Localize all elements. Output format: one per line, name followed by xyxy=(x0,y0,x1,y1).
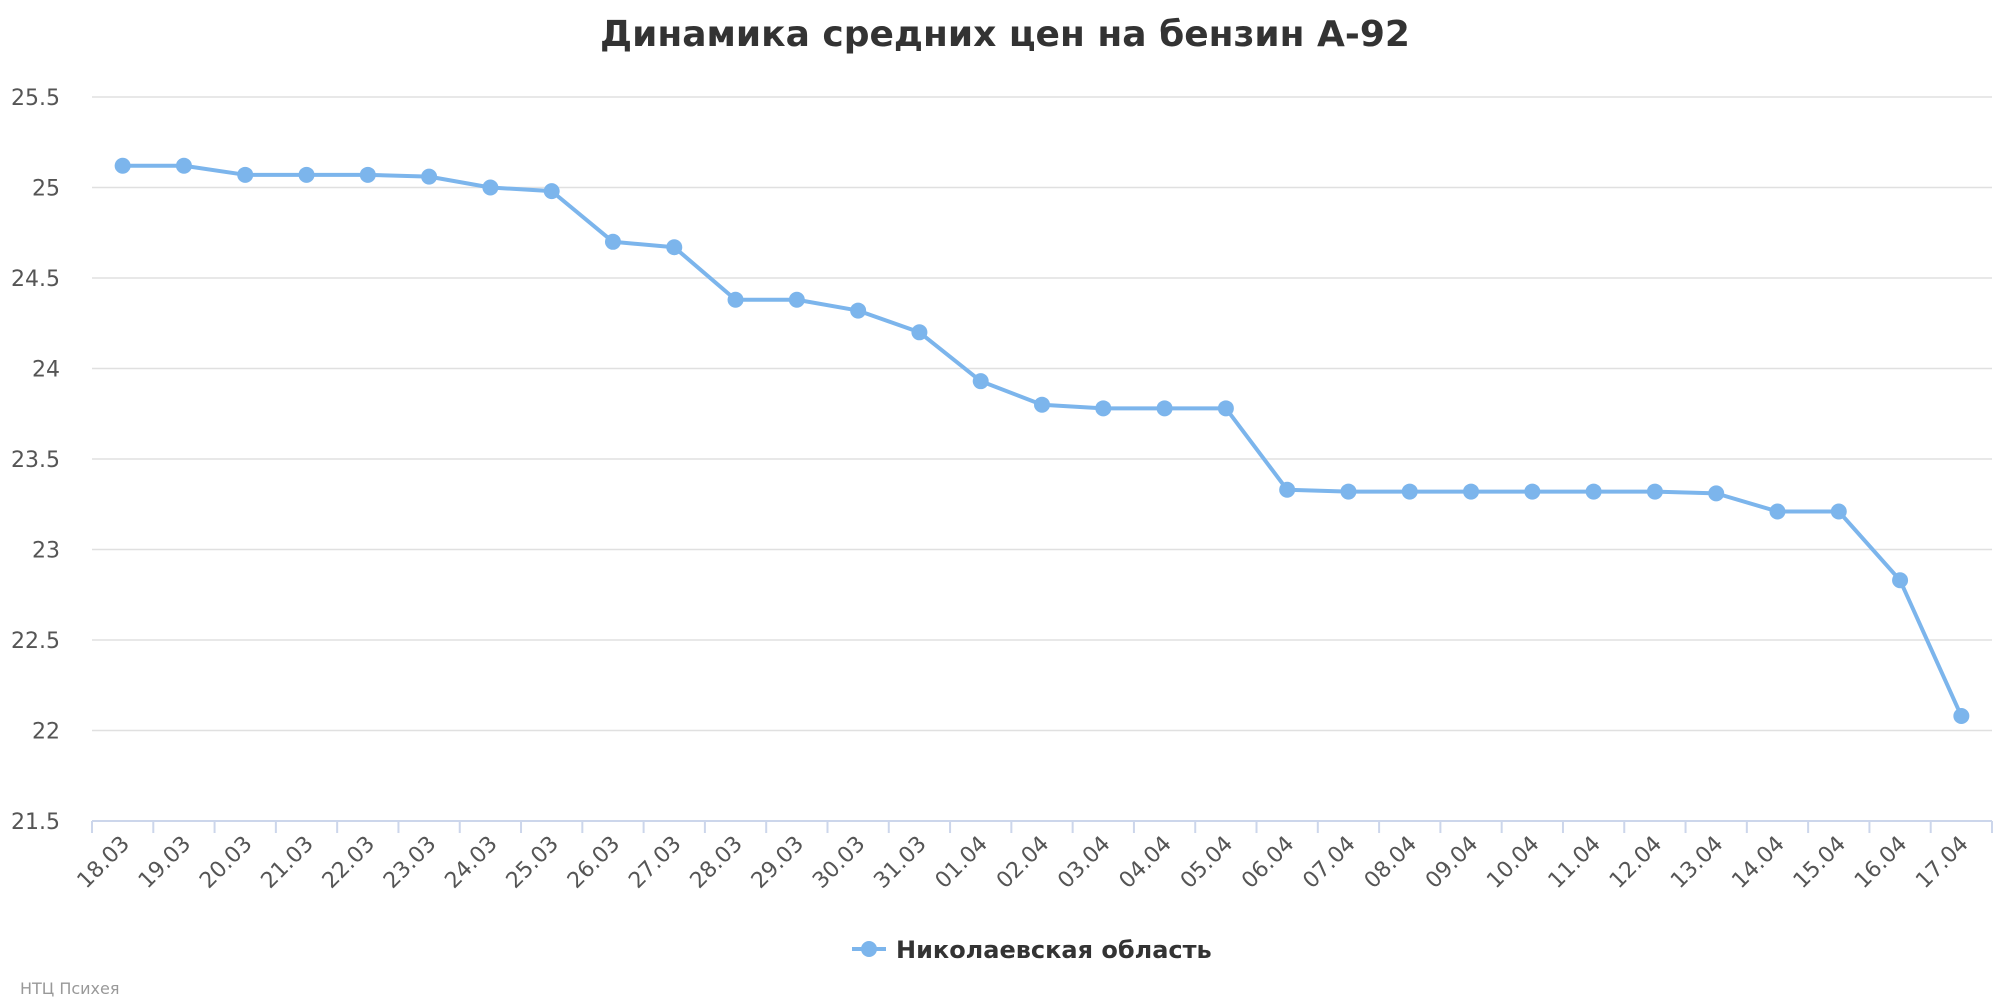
data-point[interactable] xyxy=(298,166,315,183)
data-point[interactable] xyxy=(1769,503,1786,520)
data-point[interactable] xyxy=(1034,396,1050,413)
x-tick-label: 19.03 xyxy=(134,832,196,894)
y-tick-label: 23.5 xyxy=(11,448,60,473)
data-point[interactable] xyxy=(666,239,683,256)
chart-credit: НТЦ Психея xyxy=(20,979,119,998)
data-point[interactable] xyxy=(114,157,131,174)
data-point[interactable] xyxy=(1524,483,1541,500)
data-point[interactable] xyxy=(1095,400,1112,417)
data-point[interactable] xyxy=(1646,483,1663,500)
legend[interactable]: Николаевская область xyxy=(852,936,1212,964)
x-tick-label: 04.04 xyxy=(1115,832,1177,894)
data-point[interactable] xyxy=(1585,483,1602,500)
x-tick-label: 22.03 xyxy=(318,832,380,894)
x-tick-label: 14.04 xyxy=(1728,832,1790,894)
data-point[interactable] xyxy=(1953,708,1970,725)
y-tick-label: 22 xyxy=(32,720,60,745)
data-point[interactable] xyxy=(1340,483,1357,500)
data-point[interactable] xyxy=(1463,483,1480,500)
y-tick-label: 25.5 xyxy=(11,86,60,111)
series-layer xyxy=(114,157,1970,725)
data-point[interactable] xyxy=(1156,400,1173,417)
y-tick-label: 24.5 xyxy=(11,267,60,292)
x-tick-label: 27.03 xyxy=(624,832,686,894)
y-tick-label: 24 xyxy=(32,358,60,383)
x-tick-label: 30.03 xyxy=(808,832,870,894)
data-point[interactable] xyxy=(359,166,376,183)
data-point[interactable] xyxy=(175,157,192,174)
data-point[interactable] xyxy=(421,168,438,185)
y-tick-label: 25 xyxy=(32,177,60,202)
data-point[interactable] xyxy=(1830,503,1847,520)
x-tick-label: 12.04 xyxy=(1605,832,1667,894)
x-tick-label: 18.03 xyxy=(73,832,135,894)
y-tick-label: 21.5 xyxy=(11,810,60,835)
data-point[interactable] xyxy=(727,291,744,308)
chart-title: Динамика средних цен на бензин А-92 xyxy=(600,14,1410,55)
x-tick-label: 31.03 xyxy=(869,832,931,894)
x-tick-label: 24.03 xyxy=(440,832,502,894)
y-tick-label: 22.5 xyxy=(11,629,60,654)
x-tick-label: 11.04 xyxy=(1544,832,1606,894)
x-tick-label: 25.03 xyxy=(502,832,564,894)
data-point[interactable] xyxy=(482,179,499,196)
data-point[interactable] xyxy=(1892,572,1909,589)
x-tick-label: 29.03 xyxy=(747,832,809,894)
data-point[interactable] xyxy=(237,166,254,183)
data-point[interactable] xyxy=(543,183,560,200)
x-tick-label: 26.03 xyxy=(563,832,625,894)
x-tick-label: 15.04 xyxy=(1789,832,1851,894)
x-tick-label: 08.04 xyxy=(1360,832,1422,894)
x-tick-label: 07.04 xyxy=(1298,832,1360,894)
data-point[interactable] xyxy=(604,233,621,250)
data-point[interactable] xyxy=(788,291,805,308)
y-axis-labels: 21.5 22 22.5 23 23.5 24 24.5 25 25.5 xyxy=(11,86,60,835)
data-point[interactable] xyxy=(850,302,867,319)
y-tick-label: 23 xyxy=(32,539,60,564)
x-tick-label: 10.04 xyxy=(1482,832,1544,894)
series-line xyxy=(120,163,1964,719)
x-tick-label: 01.04 xyxy=(931,832,993,894)
x-tick-label: 09.04 xyxy=(1421,832,1483,894)
data-point[interactable] xyxy=(972,373,989,390)
legend-label[interactable]: Николаевская область xyxy=(896,936,1212,964)
x-tick-label: 06.04 xyxy=(1237,832,1299,894)
data-point[interactable] xyxy=(1217,400,1234,417)
x-tick-label: 16.04 xyxy=(1850,832,1912,894)
data-point[interactable] xyxy=(1401,483,1418,500)
data-point[interactable] xyxy=(911,324,928,341)
data-point[interactable] xyxy=(1708,485,1725,502)
grid xyxy=(92,96,1992,732)
data-point[interactable] xyxy=(1279,481,1296,498)
x-tick-label: 02.04 xyxy=(992,832,1054,894)
x-tick-label: 03.04 xyxy=(1053,832,1115,894)
legend-marker-icon xyxy=(861,941,877,957)
x-tick-label: 05.04 xyxy=(1176,832,1238,894)
x-tick-label: 28.03 xyxy=(686,832,748,894)
x-tick-label: 21.03 xyxy=(257,832,319,894)
x-tick-label: 13.04 xyxy=(1666,832,1728,894)
x-tick-label: 17.04 xyxy=(1911,832,1973,894)
x-tick-label: 20.03 xyxy=(195,832,257,894)
x-axis-labels: 18.03 19.03 20.03 21.03 22.03 23.03 24.03 25.03… xyxy=(73,821,1993,894)
x-tick-label: 23.03 xyxy=(379,832,441,894)
